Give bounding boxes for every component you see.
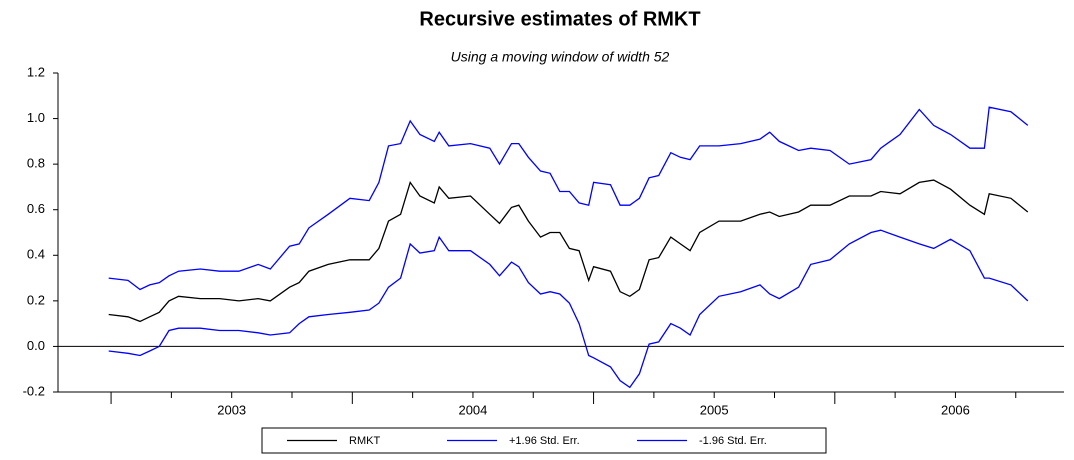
- legend-label: +1.96 Std. Err.: [509, 435, 580, 447]
- chart-subtitle: Using a moving window of width 52: [451, 49, 670, 65]
- y-tick-label: 0.2: [27, 292, 45, 307]
- series-line: [108, 179, 1029, 323]
- series-line: [108, 229, 1029, 389]
- y-tick-label: 0.0: [27, 338, 45, 353]
- y-tick-label: 0.8: [27, 156, 45, 171]
- y-tick-label: 1.2: [27, 64, 45, 79]
- x-tick-label: 2005: [700, 402, 729, 417]
- x-tick-label: 2003: [217, 402, 246, 417]
- x-tick-label: 2004: [458, 402, 487, 417]
- y-tick-label: 0.4: [27, 247, 45, 262]
- chart-title: Recursive estimates of RMKT: [419, 8, 700, 30]
- legend-box: [261, 427, 827, 454]
- y-tick-label: 1.0: [27, 110, 45, 125]
- y-tick-label: 0.6: [27, 201, 45, 216]
- y-tick-label: -0.2: [23, 383, 45, 398]
- x-tick-label: 2006: [941, 402, 970, 417]
- legend-label: RMKT: [349, 435, 380, 447]
- series-line: [108, 106, 1029, 291]
- legend-label: -1.96 Std. Err.: [699, 435, 767, 447]
